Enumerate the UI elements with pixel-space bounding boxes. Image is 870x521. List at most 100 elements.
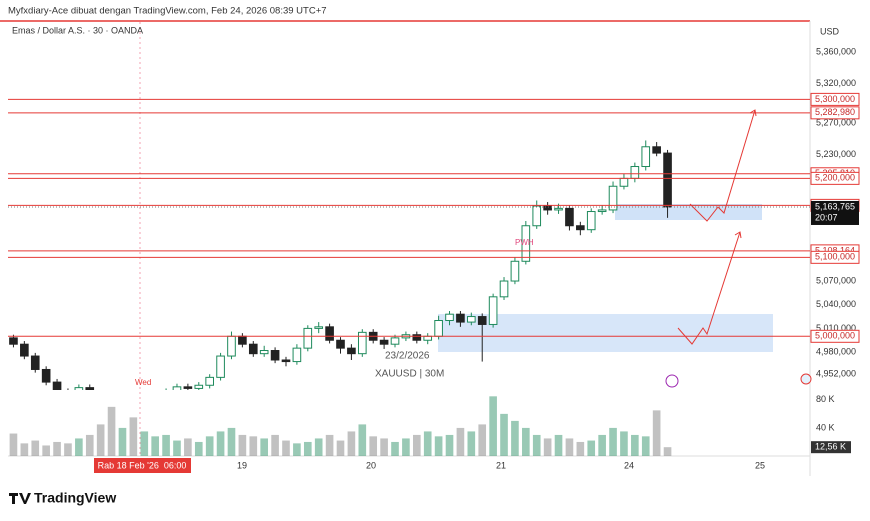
candle-body	[423, 335, 433, 341]
volume-bar	[227, 427, 236, 456]
candle-body	[292, 347, 302, 363]
y-tick-label: 5,320,000	[816, 78, 856, 88]
volume-bar	[347, 431, 356, 456]
last-volume-label: 12,56 K	[815, 442, 846, 452]
candle-body	[227, 335, 236, 357]
level-label: 5,000,000	[815, 331, 855, 341]
volume-bar	[118, 427, 127, 456]
volume-bar	[652, 410, 661, 456]
candle-body	[205, 376, 214, 386]
candle-body	[52, 381, 62, 390]
candle-body	[357, 331, 367, 355]
volume-tick-label: 40 K	[816, 422, 835, 432]
candle-body	[238, 335, 247, 345]
volume-bar	[522, 427, 530, 456]
candle-body	[314, 326, 324, 329]
volume-bar	[478, 424, 487, 456]
volume-bar	[500, 413, 508, 456]
volume-bar	[467, 431, 476, 456]
volume-bar	[358, 424, 367, 456]
candle-body	[64, 392, 72, 396]
annotation: XAUUSD | 30M	[375, 369, 444, 380]
countdown: 20:07	[815, 212, 838, 222]
y-tick-label: 5,270,000	[816, 117, 856, 127]
candle-body	[663, 152, 672, 208]
candle-body	[85, 387, 95, 390]
candle-body	[259, 350, 269, 355]
volume-bar	[96, 424, 105, 456]
volume-bar	[9, 433, 18, 456]
volume-bar	[293, 443, 301, 456]
x-tick-label: 20	[366, 460, 376, 470]
candle-body	[30, 355, 40, 370]
candle-body	[108, 399, 116, 403]
event-icon	[665, 374, 679, 388]
volume-bar	[489, 396, 497, 456]
crosshair-time: Rab 18 Feb '26 06:00	[98, 460, 187, 470]
candle-body	[41, 368, 51, 383]
crosshair-day: Wed	[135, 378, 151, 387]
volume-bar	[314, 438, 323, 456]
candle-body	[379, 339, 389, 345]
y-tick-label: 5,010,000	[816, 323, 856, 333]
candle-body	[119, 401, 127, 403]
level-label: 5,200,000	[815, 173, 855, 183]
volume-bar	[587, 440, 596, 456]
volume-bar	[402, 438, 410, 456]
volume-bar	[271, 434, 279, 456]
candle-body	[434, 320, 443, 337]
y-tick-label: 5,070,000	[816, 275, 856, 285]
x-tick-label: 25	[755, 460, 765, 470]
volume-bar	[75, 438, 83, 456]
zone	[438, 314, 773, 352]
volume-bar	[445, 434, 454, 456]
candle-body	[445, 313, 454, 322]
candle-body	[216, 355, 225, 378]
candle-body	[488, 296, 498, 325]
volume-bar	[598, 434, 606, 456]
volume-bar	[303, 441, 312, 456]
x-tick-label: 19	[237, 460, 247, 470]
candle-body	[151, 396, 159, 400]
volume-bar	[31, 440, 40, 456]
flag-icon	[800, 373, 812, 385]
level-label: 5,282,980	[815, 107, 855, 117]
candle-body	[97, 393, 105, 399]
level-label: 5,300,000	[815, 94, 855, 104]
candle-body	[477, 316, 487, 325]
candle-body	[74, 387, 84, 390]
volume-bar	[663, 447, 672, 456]
volume-bar	[391, 441, 399, 456]
volume-bar	[249, 436, 258, 456]
volume-bar	[20, 443, 29, 456]
volume-bar	[282, 440, 290, 456]
volume-bar	[423, 431, 432, 456]
y-tick-label: 5,230,000	[816, 149, 856, 159]
candle-body	[586, 211, 596, 231]
volume-bar	[64, 443, 72, 456]
candle-body	[9, 337, 18, 345]
y-tick-label: 4,980,000	[816, 346, 856, 356]
candle-body	[576, 225, 585, 231]
volume-bar	[609, 427, 617, 456]
volume-bar	[184, 438, 192, 456]
level-box	[810, 329, 860, 343]
candle-body	[543, 205, 552, 211]
volume-bar	[194, 441, 203, 456]
x-tick-label: 21	[496, 460, 506, 470]
crosshair-time-box	[94, 458, 191, 473]
volume-bar	[412, 434, 421, 456]
last-price-box	[811, 200, 859, 225]
candle-body	[140, 399, 148, 405]
candle-body	[130, 401, 138, 406]
volume-bar	[140, 431, 149, 456]
candle-body	[162, 392, 170, 396]
candle-body	[336, 339, 345, 349]
volume-bar	[238, 434, 247, 456]
candle-body	[467, 316, 476, 323]
candle-body	[521, 225, 531, 262]
candle-body	[325, 326, 334, 341]
candle-body	[608, 185, 618, 211]
volume-bar	[107, 406, 116, 456]
